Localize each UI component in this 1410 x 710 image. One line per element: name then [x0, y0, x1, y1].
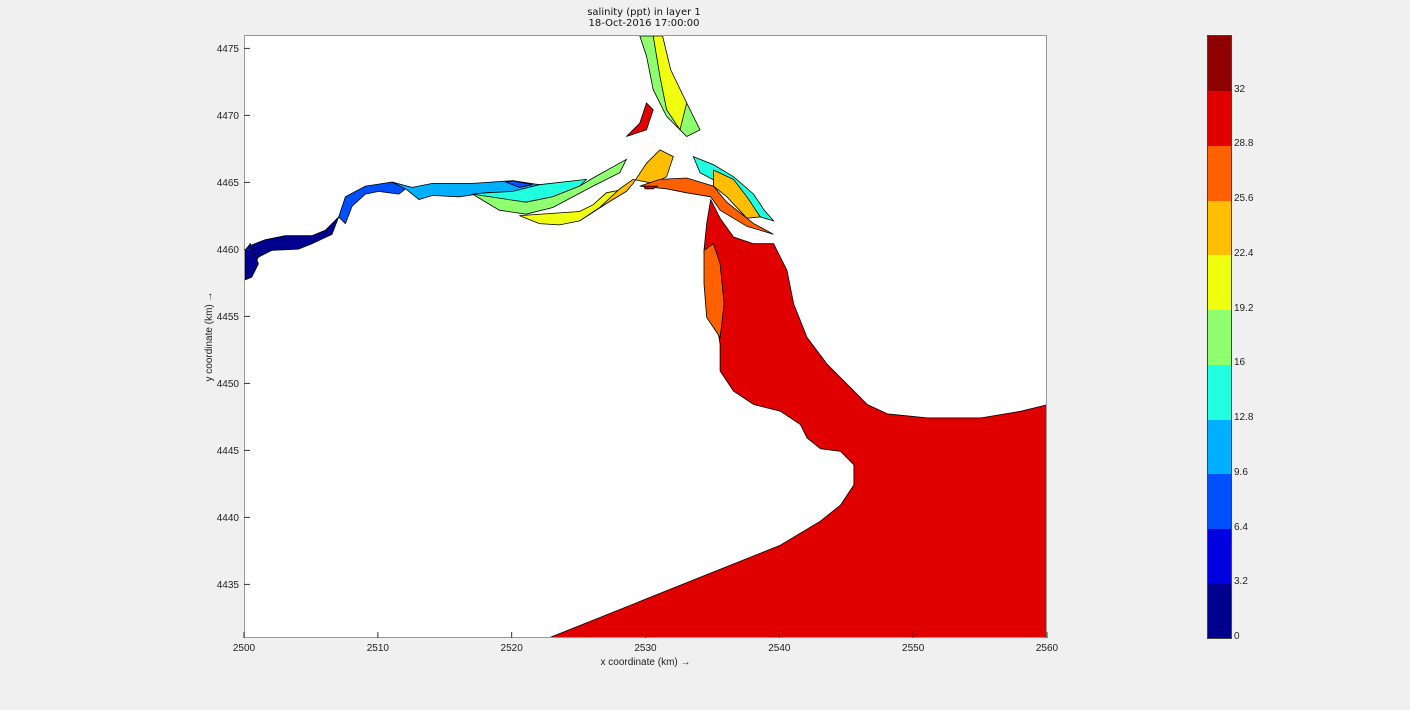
colorbar-level — [1208, 145, 1231, 201]
salinity-region — [245, 216, 340, 272]
y-tick-label: 4450 — [217, 379, 240, 390]
colorbar-level — [1208, 473, 1231, 530]
x-tick-label: 2530 — [634, 643, 657, 654]
salinity-map[interactable] — [245, 36, 1047, 638]
colorbar-tick-label: 0 — [1234, 631, 1240, 642]
y-tick-label: 4470 — [217, 111, 240, 122]
y-axis-label: y coordinate (km) → — [204, 291, 215, 381]
colorbar-tick-label: 6.4 — [1234, 521, 1248, 533]
salinity-region — [504, 180, 533, 188]
x-axis-label: x coordinate (km) → — [600, 657, 690, 668]
colorbar-tick-label: 3.2 — [1234, 576, 1248, 588]
y-tick-label: 4460 — [217, 245, 240, 256]
salinity-region — [643, 185, 659, 190]
salinity-region — [626, 102, 654, 137]
colorbar-tick-label: 28.8 — [1234, 138, 1254, 150]
colorbar-level — [1208, 528, 1231, 584]
colorbar-level — [1208, 36, 1231, 92]
colorbar-tick-label: 25.6 — [1234, 193, 1254, 205]
salinity-region — [579, 149, 674, 222]
colorbar-level — [1208, 583, 1231, 639]
x-tick-label: 2510 — [367, 643, 390, 654]
salinity-region — [338, 181, 407, 225]
colorbar-tick-label: 9.6 — [1234, 466, 1248, 478]
chart-title-block: salinity (ppt) in layer 1 18-Oct-2016 17… — [444, 7, 844, 29]
y-tick-label: 4465 — [217, 178, 240, 189]
x-tick-label: 2550 — [902, 643, 925, 654]
colorbar-tick-label: 12.8 — [1234, 412, 1254, 424]
y-tick-label: 4475 — [217, 44, 240, 55]
colorbar-level — [1208, 90, 1231, 146]
salinity-region — [703, 243, 725, 339]
x-tick-label: 2560 — [1036, 643, 1059, 654]
y-tick-label: 4435 — [217, 580, 240, 591]
colorbar-level — [1208, 419, 1231, 475]
plot-area[interactable] — [244, 35, 1047, 638]
colorbar-level — [1208, 364, 1231, 420]
salinity-region — [550, 198, 1046, 637]
colorbar-level — [1208, 254, 1231, 311]
salinity-region — [472, 158, 628, 215]
colorbar — [1207, 35, 1232, 639]
colorbar-tick-label: 19.2 — [1234, 302, 1254, 314]
chart-title: salinity (ppt) in layer 1 — [587, 7, 701, 18]
y-tick-label: 4445 — [217, 446, 240, 457]
colorbar-tick-label: 32 — [1234, 83, 1246, 95]
salinity-region — [712, 169, 762, 219]
y-tick-label: 4440 — [217, 513, 240, 524]
chart-subtitle: 18-Oct-2016 17:00:00 — [588, 18, 700, 29]
y-tick-label: 4455 — [217, 312, 240, 323]
colorbar-level — [1208, 200, 1231, 256]
x-tick-label: 2520 — [501, 643, 524, 654]
colorbar-tick-label: 22.4 — [1234, 247, 1254, 259]
salinity-region — [652, 36, 688, 131]
colorbar-tick-label: 16 — [1234, 357, 1246, 369]
salinity-region — [639, 177, 774, 235]
colorbar-level — [1208, 309, 1231, 365]
x-tick-label: 2500 — [233, 643, 256, 654]
salinity-region — [245, 242, 259, 281]
x-tick-label: 2540 — [768, 643, 791, 654]
